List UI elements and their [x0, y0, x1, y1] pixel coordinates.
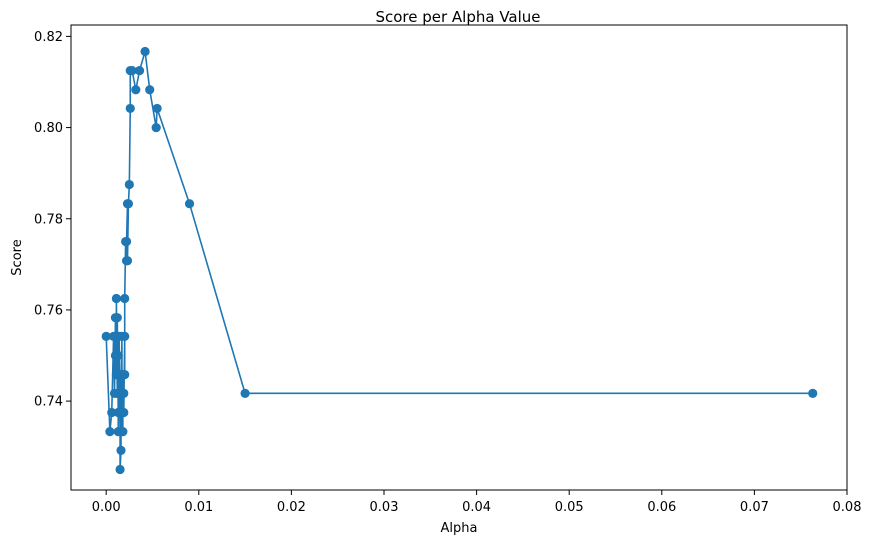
data-point	[119, 388, 129, 398]
data-point	[140, 46, 150, 57]
y-tick-label: 0.76	[34, 303, 63, 318]
x-tick-label: 0.04	[462, 500, 491, 515]
x-tick-label: 0.00	[92, 500, 121, 515]
plot-frame	[70, 24, 848, 491]
x-tick-label: 0.01	[184, 500, 213, 515]
data-point	[121, 236, 132, 247]
x-tick-label: 0.08	[833, 500, 862, 515]
data-point	[808, 388, 818, 398]
chart-title: Score per Alpha Value	[375, 8, 540, 26]
data-point	[118, 427, 128, 437]
data-point	[184, 199, 195, 209]
x-axis: 0.00 0.01 0.02 0.03 0.04 0.05 0.06 0.07 0.08	[92, 490, 862, 515]
x-tick-label: 0.06	[647, 500, 676, 515]
score-line	[105, 50, 813, 471]
data-point	[120, 331, 130, 341]
data-point	[120, 293, 130, 304]
data-point	[116, 445, 126, 455]
data-point	[111, 293, 121, 304]
y-tick-label: 0.82	[34, 30, 63, 45]
data-point	[125, 103, 135, 114]
data-point	[240, 388, 250, 398]
x-tick-label: 0.02	[277, 500, 306, 515]
data-point	[113, 350, 123, 361]
x-axis-label: Alpha	[441, 521, 478, 536]
data-point	[151, 122, 161, 133]
data-point	[112, 313, 122, 323]
x-tick-label: 0.03	[370, 500, 399, 515]
y-tick-label: 0.74	[34, 395, 63, 410]
data-point	[122, 256, 133, 266]
y-tick-label: 0.78	[34, 212, 63, 227]
y-tick-label: 0.80	[34, 121, 63, 136]
y-axis: 0.74 0.76 0.78 0.80 0.82	[34, 30, 71, 410]
data-point	[127, 65, 137, 76]
data-point	[105, 427, 115, 437]
data-point	[145, 85, 155, 95]
data-point	[119, 407, 129, 418]
data-point	[131, 85, 141, 95]
x-tick-label: 0.05	[555, 500, 584, 515]
y-axis-label: Score	[10, 239, 25, 275]
data-point	[101, 331, 111, 341]
data-point	[123, 199, 134, 209]
data-point	[107, 407, 117, 418]
plot-area	[101, 46, 818, 475]
data-point	[152, 103, 162, 114]
data-point	[124, 179, 134, 190]
x-tick-label: 0.07	[740, 500, 769, 515]
data-point	[134, 65, 145, 76]
data-point	[115, 464, 125, 475]
data-point	[120, 370, 130, 380]
